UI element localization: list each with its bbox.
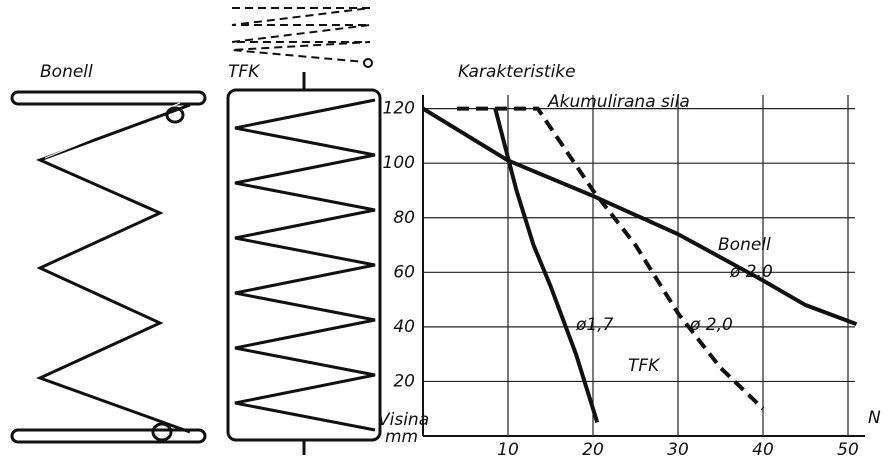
annotation: ø1,7	[575, 315, 614, 335]
x-tick-label: 20	[582, 440, 604, 457]
annotation: Akumulirana sila	[547, 92, 690, 112]
bonell-spring	[12, 92, 205, 442]
annotation: ø 2,0	[689, 315, 733, 335]
spring-end	[364, 59, 372, 67]
y-tick-label: 60	[393, 262, 415, 282]
series-label: Bonell	[718, 235, 771, 255]
y-tick-label: 40	[393, 317, 415, 337]
y-tick-label: 120	[383, 99, 415, 119]
spring-label: TFK	[228, 62, 261, 82]
series-line	[457, 109, 763, 409]
y-tick-label: 100	[383, 153, 415, 173]
compressed-spring	[232, 8, 370, 62]
annotation: ø 2,0	[729, 262, 773, 282]
y-axis-unit: mm	[385, 427, 418, 447]
x-axis-unit: N	[868, 408, 881, 428]
y-tick-label: 80	[393, 208, 415, 228]
x-tick-label: 10	[497, 440, 519, 457]
x-tick-label: 30	[667, 440, 689, 457]
tfk-spring	[228, 72, 380, 455]
series-line	[495, 109, 597, 423]
chart-title: Karakteristike	[458, 62, 576, 82]
spring-label: Bonell	[40, 62, 93, 82]
series-label: TFK	[628, 356, 661, 376]
figure: Bonell TFK Karakteristike Visina mm N 20…	[0, 0, 890, 457]
x-tick-label: 50	[837, 440, 859, 457]
y-tick-label: 20	[393, 371, 415, 391]
x-tick-label: 40	[752, 440, 774, 457]
series-line	[423, 109, 857, 325]
